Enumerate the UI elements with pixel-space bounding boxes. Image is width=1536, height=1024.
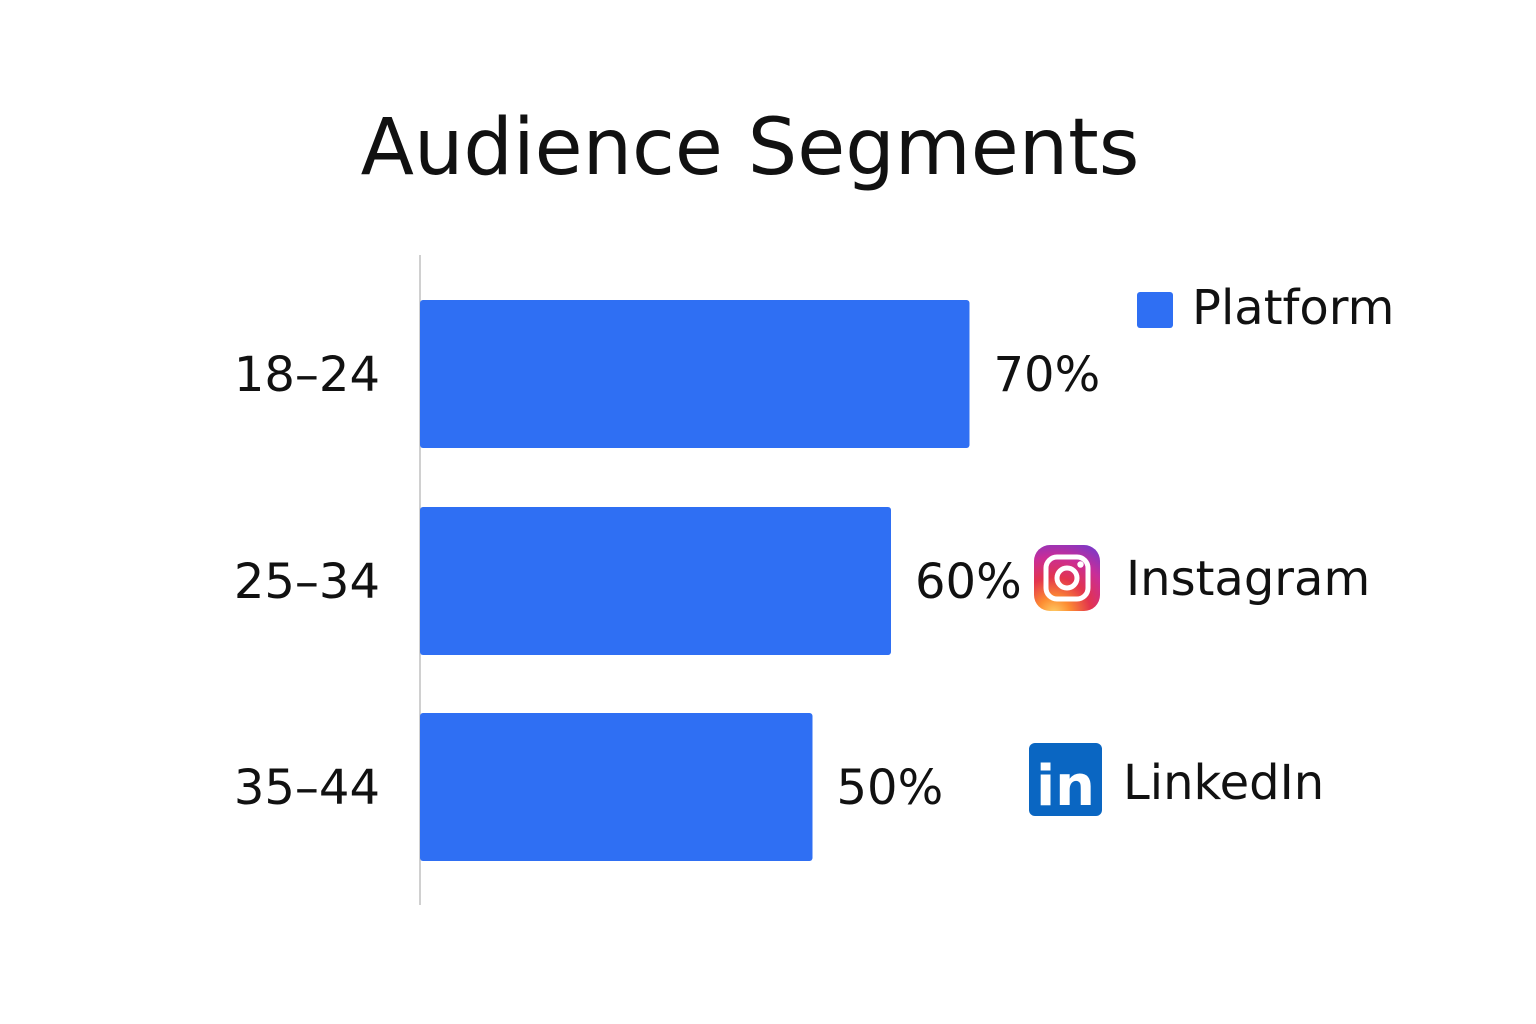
- category-labels-group: 18–24 25–34 35–44: [234, 347, 380, 816]
- legend-label-linkedin: LinkedIn: [1123, 755, 1324, 811]
- value-label: 60%: [915, 554, 1022, 610]
- value-labels-group: 70% 60% 50%: [837, 347, 1101, 816]
- value-label: 70%: [994, 347, 1101, 403]
- bar-25–34: [420, 507, 891, 655]
- category-label: 35–44: [234, 760, 380, 816]
- bars-group: [420, 300, 970, 861]
- legend-label-instagram: Instagram: [1126, 551, 1370, 607]
- category-label: 18–24: [234, 347, 380, 403]
- legend-label-platform: Platform: [1192, 280, 1394, 336]
- linkedin-icon: in: [1029, 743, 1102, 819]
- legend: Platform Instagram in LinkedIn: [1029, 280, 1394, 819]
- chart-title: Audience Segments: [361, 103, 1140, 193]
- category-label: 25–34: [234, 554, 380, 610]
- instagram-icon: [1034, 545, 1100, 611]
- value-label: 50%: [837, 760, 944, 816]
- linkedin-icon-text: in: [1036, 754, 1095, 819]
- bar-18–24: [420, 300, 970, 448]
- legend-swatch-platform: [1137, 292, 1173, 328]
- bar-35–44: [420, 713, 813, 861]
